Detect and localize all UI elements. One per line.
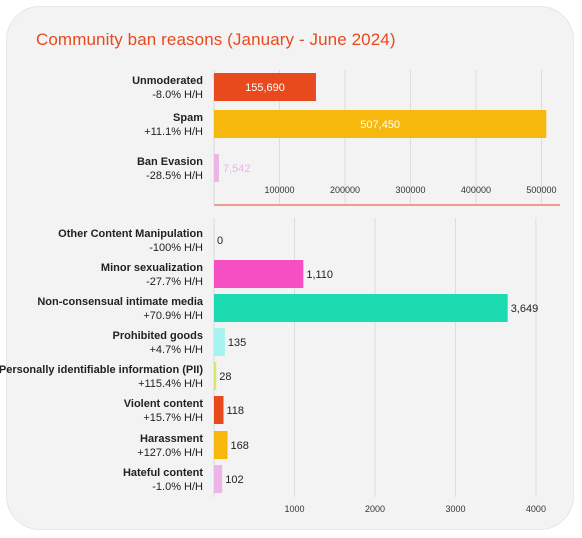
bar: [214, 260, 304, 288]
category-label: Personally identifiable information (PII…: [0, 364, 203, 376]
bar: [214, 154, 219, 182]
category-label: Unmoderated: [132, 75, 203, 87]
category-label: Prohibited goods: [113, 330, 203, 342]
x-tick-label: 400000: [461, 185, 491, 195]
data-label: 7,542: [223, 163, 251, 175]
category-label: Ban Evasion: [137, 156, 203, 168]
data-label: 507,450: [360, 119, 400, 131]
x-tick-label: 100000: [264, 185, 294, 195]
bar: [214, 294, 508, 322]
data-label: 0: [217, 235, 223, 247]
category-change: -27.7% H/H: [146, 276, 203, 288]
category-change: -28.5% H/H: [146, 170, 203, 182]
category-change: +115.4% H/H: [138, 378, 203, 390]
category-change: +127.0% H/H: [137, 447, 203, 459]
bar: [214, 110, 547, 138]
category-change: +11.1% H/H: [144, 126, 203, 138]
category-label: Violent content: [124, 398, 204, 410]
bar: [214, 396, 224, 424]
category-label: Harassment: [140, 433, 203, 445]
bar: [214, 362, 217, 390]
category-change: -1.0% H/H: [152, 481, 203, 493]
data-label: 135: [228, 337, 246, 349]
bar: [214, 465, 223, 493]
x-tick-label: 300000: [395, 185, 425, 195]
chart-title: Community ban reasons (January - June 20…: [36, 30, 396, 49]
category-change: -8.0% H/H: [152, 89, 203, 101]
data-label: 1,110: [306, 269, 333, 281]
data-label: 102: [225, 474, 243, 486]
category-label: Non-consensual intimate media: [37, 296, 204, 308]
bar: [214, 328, 225, 356]
category-change: -100% H/H: [149, 242, 203, 254]
data-label: 155,690: [245, 82, 285, 94]
category-change: +70.9% H/H: [143, 310, 203, 322]
category-label: Spam: [173, 112, 203, 124]
category-label: Hateful content: [123, 467, 203, 479]
data-label: 118: [226, 405, 244, 417]
category-change: +15.7% H/H: [143, 412, 203, 424]
data-label: 168: [231, 440, 249, 452]
category-label: Minor sexualization: [101, 262, 203, 274]
x-tick-label: 200000: [330, 185, 360, 195]
x-tick-label: 2000: [365, 504, 385, 514]
bar: [214, 431, 228, 459]
data-label: 3,649: [511, 303, 539, 315]
bar: [214, 73, 316, 101]
x-tick-label: 3000: [445, 504, 465, 514]
category-change: +4.7% H/H: [150, 344, 204, 356]
x-tick-label: 1000: [284, 504, 304, 514]
category-label: Other Content Manipulation: [58, 228, 203, 240]
data-label: 28: [219, 371, 231, 383]
x-tick-label: 500000: [526, 185, 556, 195]
x-tick-label: 4000: [526, 504, 546, 514]
